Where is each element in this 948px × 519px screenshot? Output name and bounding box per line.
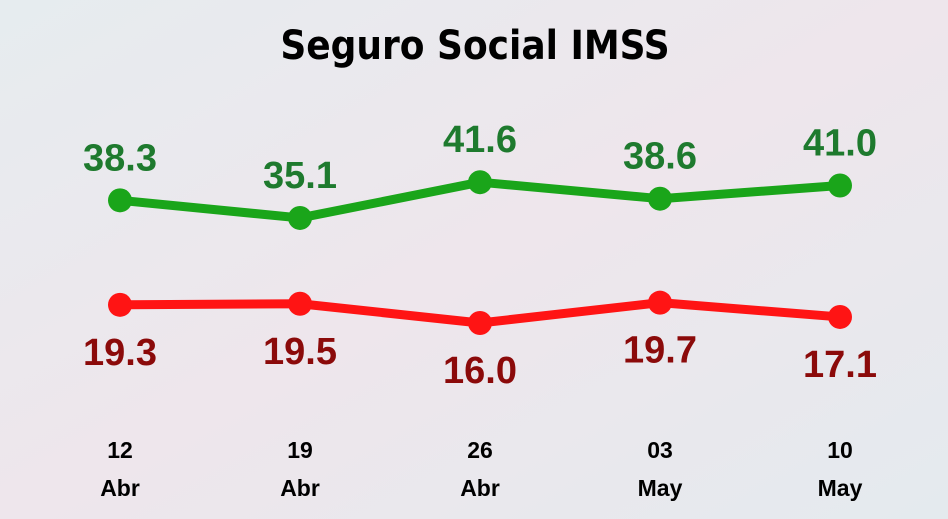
value-label: 35.1 bbox=[263, 155, 337, 197]
point bbox=[468, 170, 492, 195]
x-tick-label: 10 May bbox=[818, 437, 863, 501]
value-label: 38.3 bbox=[83, 137, 157, 179]
point bbox=[648, 290, 672, 315]
x-tick-label: 12 Abr bbox=[100, 437, 140, 501]
point bbox=[108, 188, 132, 213]
value-label: 19.7 bbox=[623, 330, 697, 372]
point bbox=[108, 292, 132, 317]
value-label: 19.5 bbox=[263, 331, 337, 373]
point bbox=[288, 205, 312, 230]
value-label: 41.6 bbox=[443, 119, 517, 161]
x-tick-label: 03 May bbox=[638, 437, 683, 501]
point bbox=[828, 304, 852, 329]
x-tick-label: 19 Abr bbox=[280, 437, 320, 501]
value-label: 38.6 bbox=[623, 136, 697, 178]
chart-title: Seguro Social IMSS bbox=[280, 23, 669, 69]
value-label: 16.0 bbox=[443, 350, 517, 392]
x-tick-label: 26 Abr bbox=[460, 437, 500, 501]
point bbox=[648, 186, 672, 211]
value-label: 19.3 bbox=[83, 332, 157, 374]
point bbox=[828, 173, 852, 198]
point bbox=[468, 311, 492, 335]
point bbox=[288, 291, 312, 316]
value-label: 17.1 bbox=[803, 344, 877, 386]
value-label: 41.0 bbox=[803, 123, 877, 165]
